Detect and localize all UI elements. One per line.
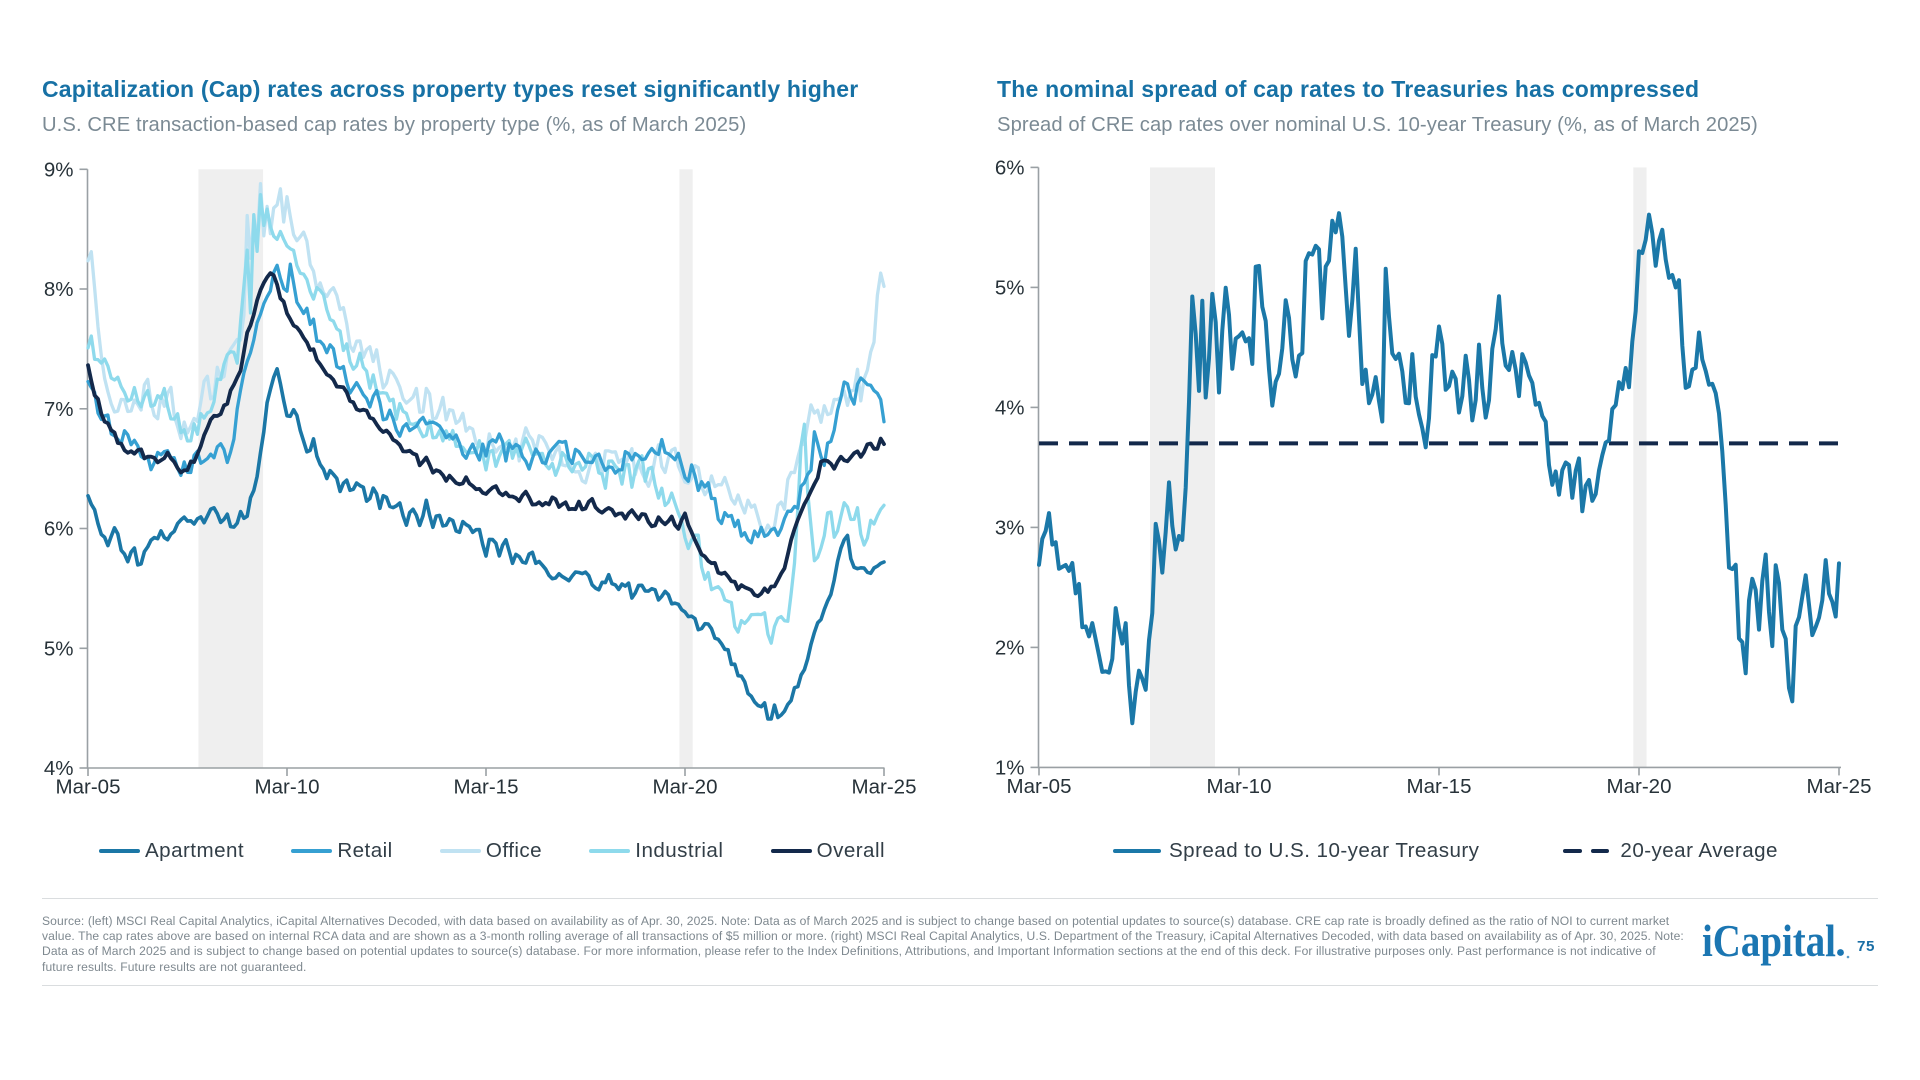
svg-text:7%: 7% xyxy=(44,398,74,421)
svg-text:Mar-05: Mar-05 xyxy=(56,776,121,799)
svg-text:8%: 8% xyxy=(44,278,74,301)
svg-text:Mar-20: Mar-20 xyxy=(653,776,718,799)
svg-text:4%: 4% xyxy=(995,396,1025,419)
svg-text:1%: 1% xyxy=(995,756,1025,779)
svg-text:5%: 5% xyxy=(44,637,74,660)
svg-text:2%: 2% xyxy=(995,636,1025,659)
svg-text:Mar-20: Mar-20 xyxy=(1607,775,1672,798)
svg-text:9%: 9% xyxy=(44,158,74,181)
svg-text:Mar-25: Mar-25 xyxy=(1807,775,1872,798)
svg-text:Mar-10: Mar-10 xyxy=(1207,775,1272,798)
svg-text:iCapital: iCapital xyxy=(1702,915,1836,966)
svg-text:Mar-10: Mar-10 xyxy=(255,776,320,799)
svg-text:Mar-15: Mar-15 xyxy=(1407,775,1472,798)
svg-text:75: 75 xyxy=(1857,938,1875,955)
svg-text:5%: 5% xyxy=(995,276,1025,299)
svg-text:Mar-05: Mar-05 xyxy=(1007,775,1072,798)
svg-text:Mar-25: Mar-25 xyxy=(852,776,917,799)
svg-text:3%: 3% xyxy=(995,516,1025,539)
svg-text:6%: 6% xyxy=(995,156,1025,179)
svg-text:4%: 4% xyxy=(44,757,74,780)
svg-text:Mar-15: Mar-15 xyxy=(454,776,519,799)
svg-text:6%: 6% xyxy=(44,518,74,541)
